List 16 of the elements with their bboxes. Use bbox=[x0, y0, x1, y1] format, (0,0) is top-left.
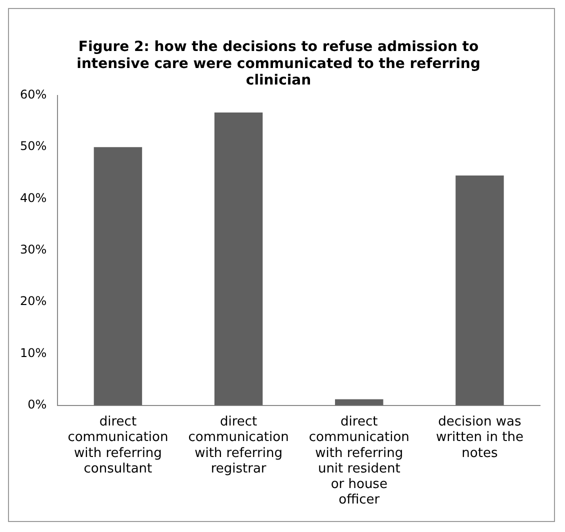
bar bbox=[456, 175, 504, 406]
x-tick-label: direct communication with referring registrar bbox=[188, 414, 289, 476]
y-tick-label: 40% bbox=[20, 190, 47, 205]
bar bbox=[94, 147, 142, 406]
y-tick-label: 60% bbox=[20, 88, 47, 102]
y-tick-label: 50% bbox=[20, 139, 47, 154]
y-tick-label: 20% bbox=[20, 294, 47, 308]
chart-title: Figure 2: how the decisions to refuse admission to intensive care were communicated to the referring clinician bbox=[76, 39, 480, 89]
y-tick-label: 0% bbox=[28, 398, 47, 412]
bar bbox=[214, 112, 263, 406]
y-tick-label: 30% bbox=[20, 242, 47, 257]
x-tick-label: decision was written in the notes bbox=[436, 414, 524, 461]
x-tick-label: direct communication with referring consultant bbox=[68, 414, 168, 476]
y-tick-label: 10% bbox=[20, 346, 47, 360]
bar bbox=[335, 399, 384, 406]
x-tick-label: direct communication with referring unit resident or house officer bbox=[308, 414, 410, 508]
